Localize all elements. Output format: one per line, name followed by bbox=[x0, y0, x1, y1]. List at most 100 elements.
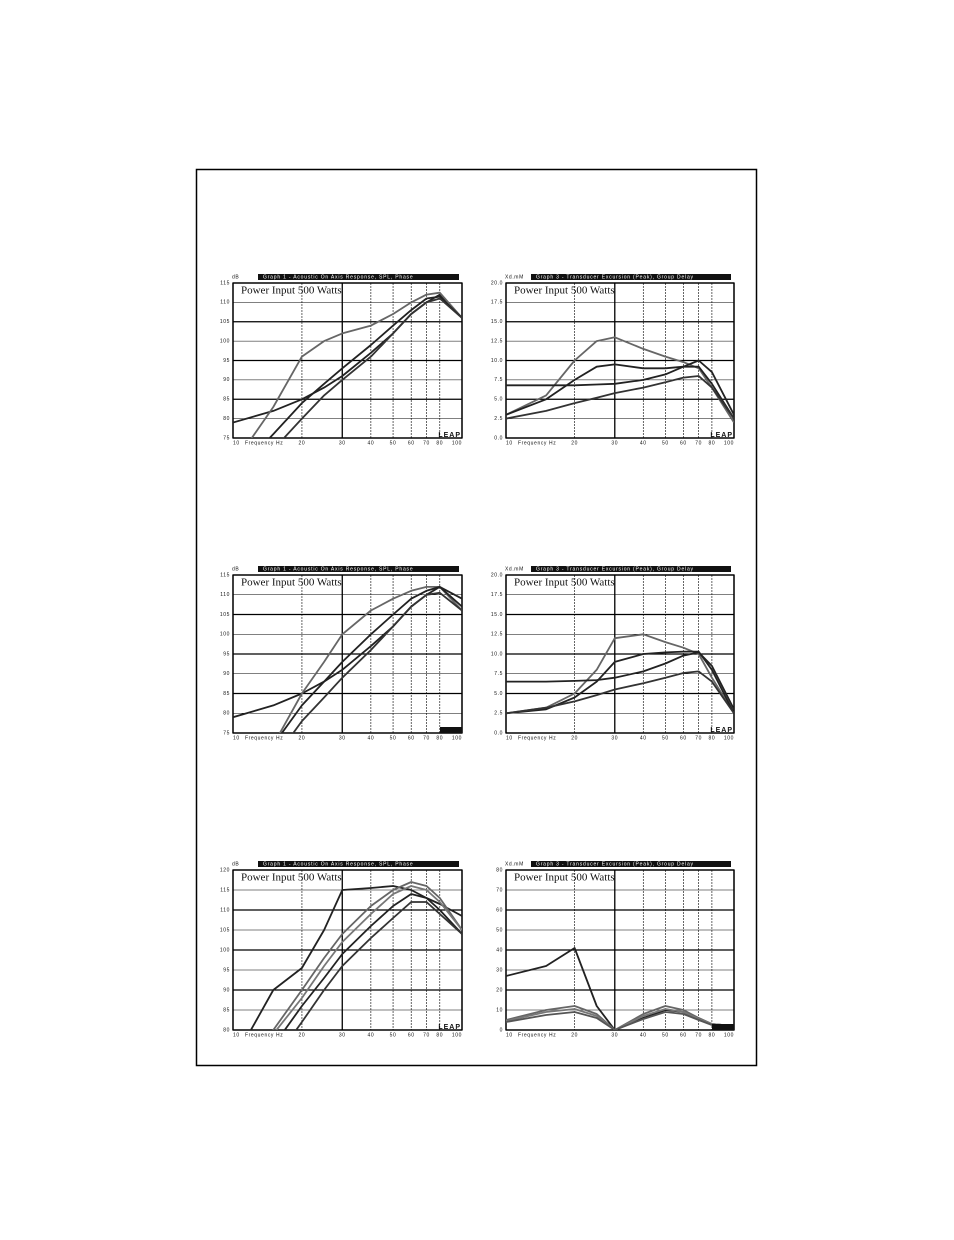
y-tick-label: 120 bbox=[220, 867, 230, 873]
x-tick-label: 30 bbox=[339, 440, 346, 446]
x-tick-label: 10 bbox=[233, 735, 240, 741]
y-tick-label: 7.5 bbox=[494, 671, 503, 677]
curves bbox=[506, 947, 734, 1030]
y-tick-label: 5.0 bbox=[494, 397, 503, 403]
x-tick-label: 30 bbox=[339, 1032, 346, 1038]
logo-block bbox=[712, 1024, 734, 1030]
curve bbox=[506, 1008, 734, 1030]
y-unit-label: Xd.mM bbox=[505, 861, 524, 867]
chart-header: Graph 1 - Acoustic On Axis Response, SPL… bbox=[263, 274, 413, 280]
chart-header: Graph 1 - Acoustic On Axis Response, SPL… bbox=[263, 566, 413, 572]
y-tick-label: 12.5 bbox=[491, 632, 503, 638]
curve bbox=[275, 885, 462, 1030]
x-axis-label: Frequency Hz bbox=[518, 735, 556, 741]
annotation: Power Input 500 Watts bbox=[514, 872, 615, 884]
x-tick-label: 40 bbox=[640, 440, 647, 446]
annotation: Power Input 500 Watts bbox=[241, 577, 342, 589]
curve bbox=[282, 297, 462, 438]
y-tick-label: 110 bbox=[220, 300, 230, 306]
x-tick-label: 70 bbox=[423, 1032, 430, 1038]
curves bbox=[249, 881, 462, 1030]
x-tick-label: 80 bbox=[436, 1032, 443, 1038]
x-tick-label: 30 bbox=[339, 735, 346, 741]
curve bbox=[233, 293, 462, 424]
x-tick-label: 80 bbox=[436, 440, 443, 446]
x-tick-label: 100 bbox=[724, 1032, 734, 1038]
logo: LEAP bbox=[710, 727, 733, 734]
annotation: Power Input 500 Watts bbox=[514, 285, 615, 297]
y-tick-label: 115 bbox=[220, 572, 230, 578]
curve bbox=[506, 336, 734, 423]
header-bar bbox=[258, 566, 459, 572]
y-tick-label: 85 bbox=[223, 1007, 230, 1013]
y-tick-label: 115 bbox=[220, 887, 230, 893]
x-tick-label: 50 bbox=[662, 440, 669, 446]
x-tick-label: 80 bbox=[709, 735, 716, 741]
y-tick-label: 30 bbox=[496, 967, 503, 973]
curve bbox=[278, 586, 462, 733]
y-tick-label: 75 bbox=[223, 730, 230, 736]
curve bbox=[506, 1011, 734, 1030]
x-tick-label: 50 bbox=[390, 440, 397, 446]
header-bar bbox=[531, 274, 731, 280]
chart-header: Graph 3 - Transducer Excursion (Peak), G… bbox=[536, 566, 694, 572]
y-tick-label: 17.5 bbox=[491, 592, 503, 598]
x-tick-label: 70 bbox=[695, 440, 702, 446]
y-tick-label: 10 bbox=[496, 1007, 503, 1013]
chart-header: Graph 3 - Transducer Excursion (Peak), G… bbox=[536, 861, 694, 867]
x-tick-label: 100 bbox=[724, 440, 734, 446]
x-tick-label: 40 bbox=[367, 440, 374, 446]
y-tick-label: 20.0 bbox=[491, 572, 503, 578]
curve bbox=[295, 901, 462, 1030]
header-bar bbox=[531, 861, 731, 867]
y-tick-label: 80 bbox=[223, 1027, 230, 1033]
curves bbox=[233, 586, 462, 733]
logo: LEAP bbox=[438, 1024, 461, 1031]
x-tick-label: 30 bbox=[611, 735, 618, 741]
y-unit-label: Xd.mM bbox=[505, 274, 524, 280]
x-tick-label: 100 bbox=[452, 1032, 462, 1038]
y-tick-label: 10.0 bbox=[491, 358, 503, 364]
y-tick-label: 0.0 bbox=[494, 435, 503, 441]
x-tick-label: 20 bbox=[571, 440, 578, 446]
curve bbox=[506, 359, 734, 416]
y-tick-label: 2.5 bbox=[494, 711, 503, 717]
curve bbox=[250, 291, 462, 438]
curve bbox=[272, 881, 462, 1030]
x-tick-label: 10 bbox=[506, 440, 513, 446]
y-tick-label: 105 bbox=[220, 927, 230, 933]
x-tick-label: 100 bbox=[452, 440, 462, 446]
y-tick-label: 7.5 bbox=[494, 377, 503, 383]
y-tick-label: 10.0 bbox=[491, 651, 503, 657]
x-tick-label: 60 bbox=[408, 1032, 415, 1038]
x-tick-label: 20 bbox=[571, 1032, 578, 1038]
y-tick-label: 80 bbox=[223, 416, 230, 422]
x-tick-label: 60 bbox=[408, 735, 415, 741]
y-unit-label: dB bbox=[232, 566, 239, 572]
x-tick-label: 70 bbox=[695, 735, 702, 741]
x-tick-label: 60 bbox=[408, 440, 415, 446]
chart-header: Graph 1 - Acoustic On Axis Response, SPL… bbox=[263, 861, 413, 867]
y-unit-label: dB bbox=[232, 274, 239, 280]
header-bar bbox=[258, 861, 459, 867]
y-tick-label: 100 bbox=[220, 947, 230, 953]
x-tick-label: 40 bbox=[367, 735, 374, 741]
x-tick-label: 10 bbox=[233, 1032, 240, 1038]
x-axis-label: Frequency Hz bbox=[245, 440, 283, 446]
y-tick-label: 70 bbox=[496, 887, 503, 893]
y-tick-label: 95 bbox=[223, 651, 230, 657]
x-tick-label: 50 bbox=[662, 735, 669, 741]
x-tick-label: 100 bbox=[452, 735, 462, 741]
x-tick-label: 40 bbox=[640, 1032, 647, 1038]
x-tick-label: 30 bbox=[611, 1032, 618, 1038]
x-tick-label: 60 bbox=[680, 440, 687, 446]
x-tick-label: 20 bbox=[299, 735, 306, 741]
curve bbox=[268, 295, 462, 438]
plot-frame bbox=[505, 282, 735, 439]
curve bbox=[249, 885, 462, 1030]
x-tick-label: 80 bbox=[436, 735, 443, 741]
x-tick-label: 20 bbox=[571, 735, 578, 741]
y-tick-label: 90 bbox=[223, 671, 230, 677]
annotation: Power Input 500 Watts bbox=[514, 577, 615, 589]
